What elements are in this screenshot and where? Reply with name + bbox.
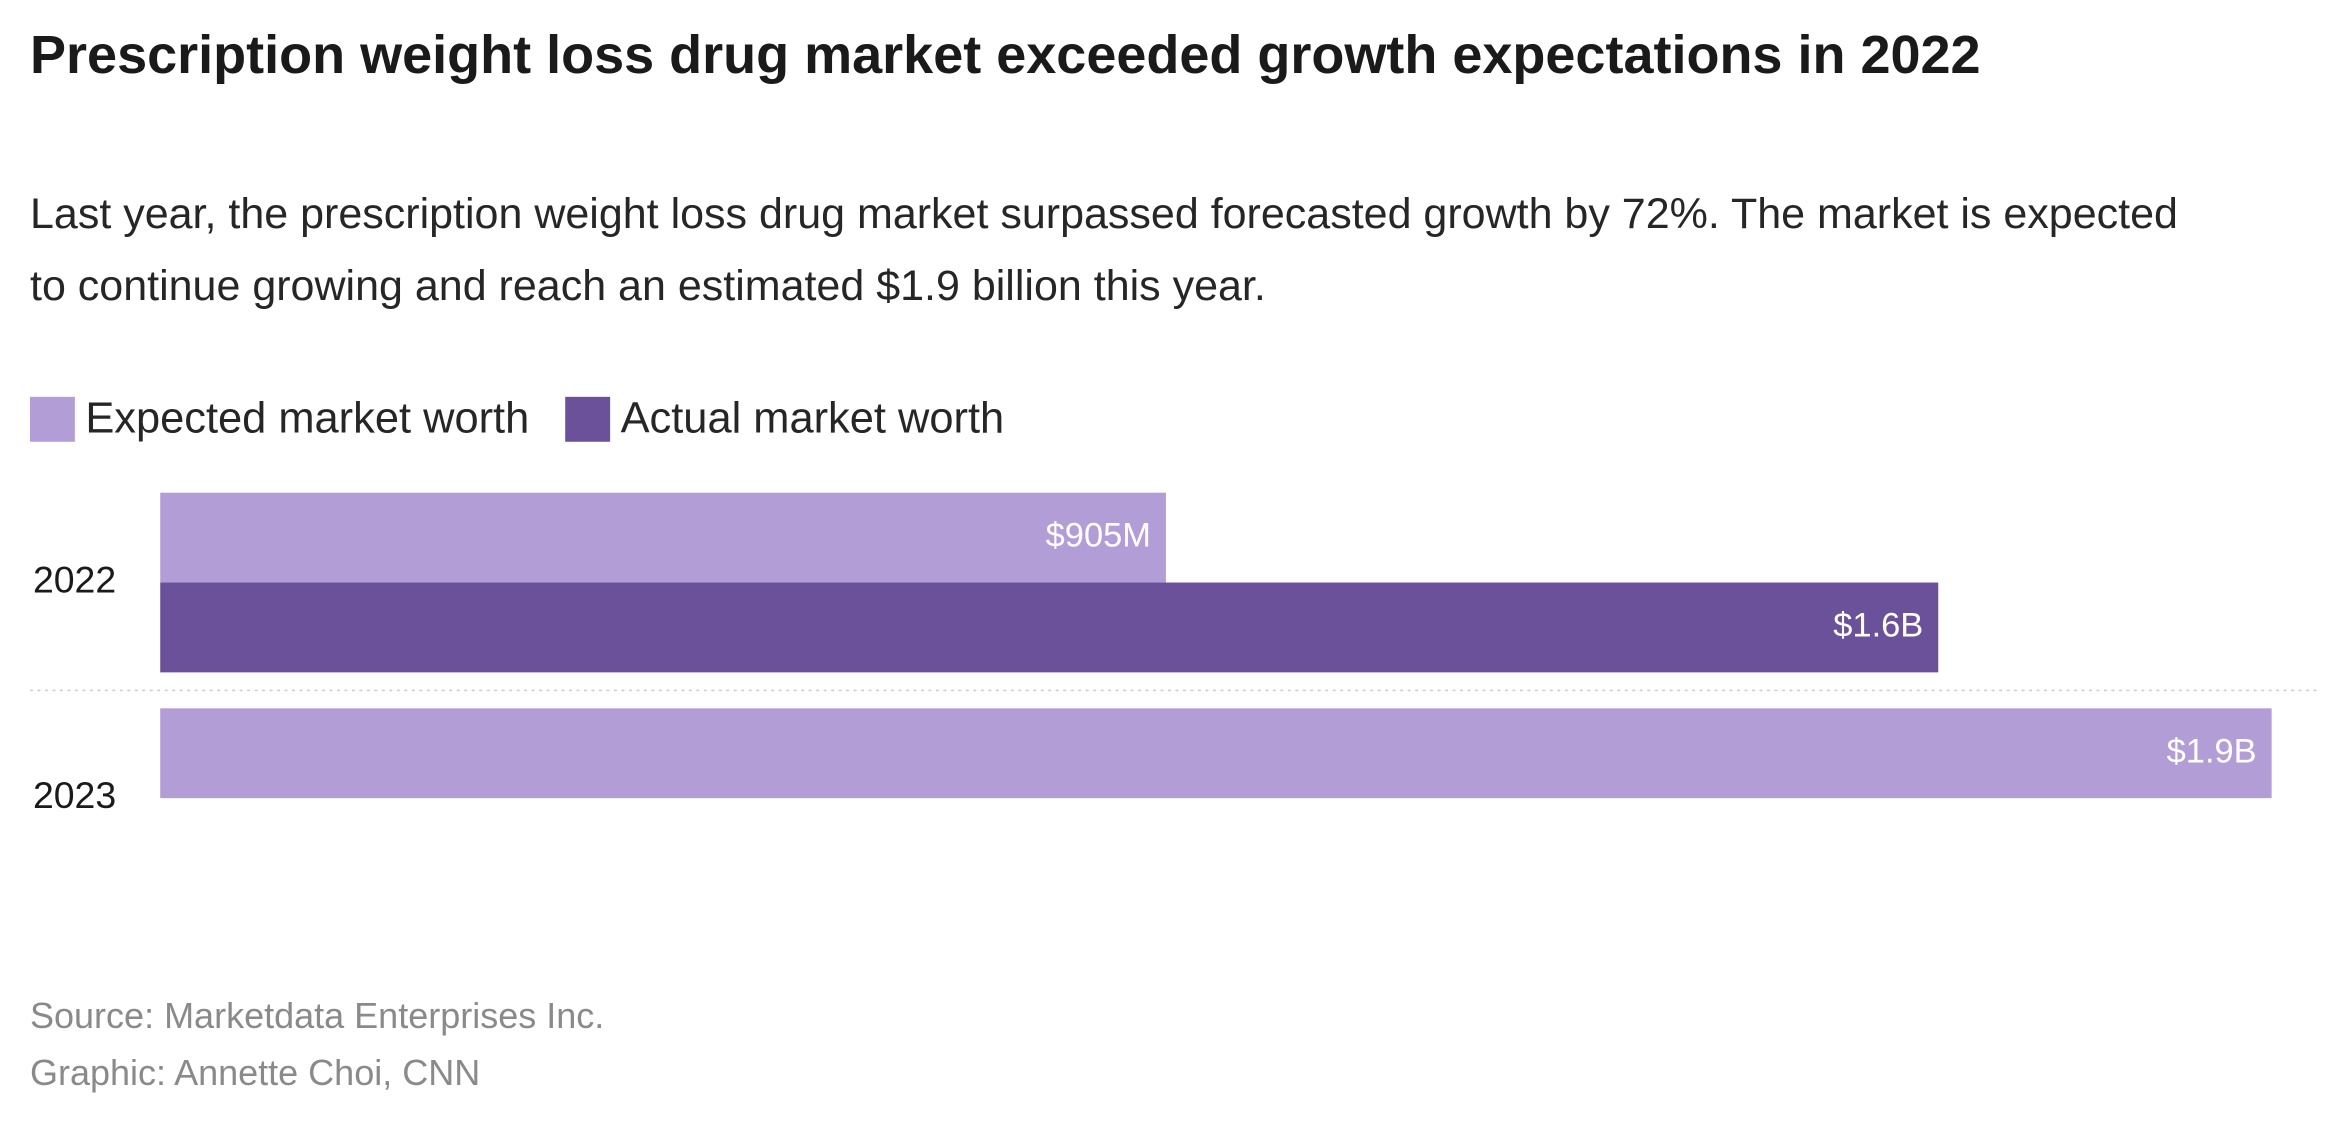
bar	[160, 582, 1939, 673]
category-label: 2022	[33, 558, 116, 600]
legend-label: Expected market worth	[85, 394, 529, 442]
source-note: Source: Marketdata Enterprises Inc.	[30, 995, 605, 1036]
legend-swatch	[29, 396, 75, 442]
value-label: $1.9B	[2167, 732, 2257, 770]
value-label: $905M	[1046, 517, 1151, 555]
category-label: 2023	[33, 774, 116, 816]
legend-label: Actual market worth	[621, 394, 1005, 442]
bar	[160, 708, 2272, 799]
legend-swatch	[565, 396, 611, 442]
chart-subtitle: Last year, the prescription weight loss …	[30, 190, 2178, 310]
value-label: $1.6B	[1833, 607, 1923, 645]
credit-note: Graphic: Annette Choi, CNN	[30, 1052, 481, 1093]
bar	[160, 492, 1166, 583]
chart-title: Prescription weight loss drug market exc…	[30, 25, 1981, 85]
